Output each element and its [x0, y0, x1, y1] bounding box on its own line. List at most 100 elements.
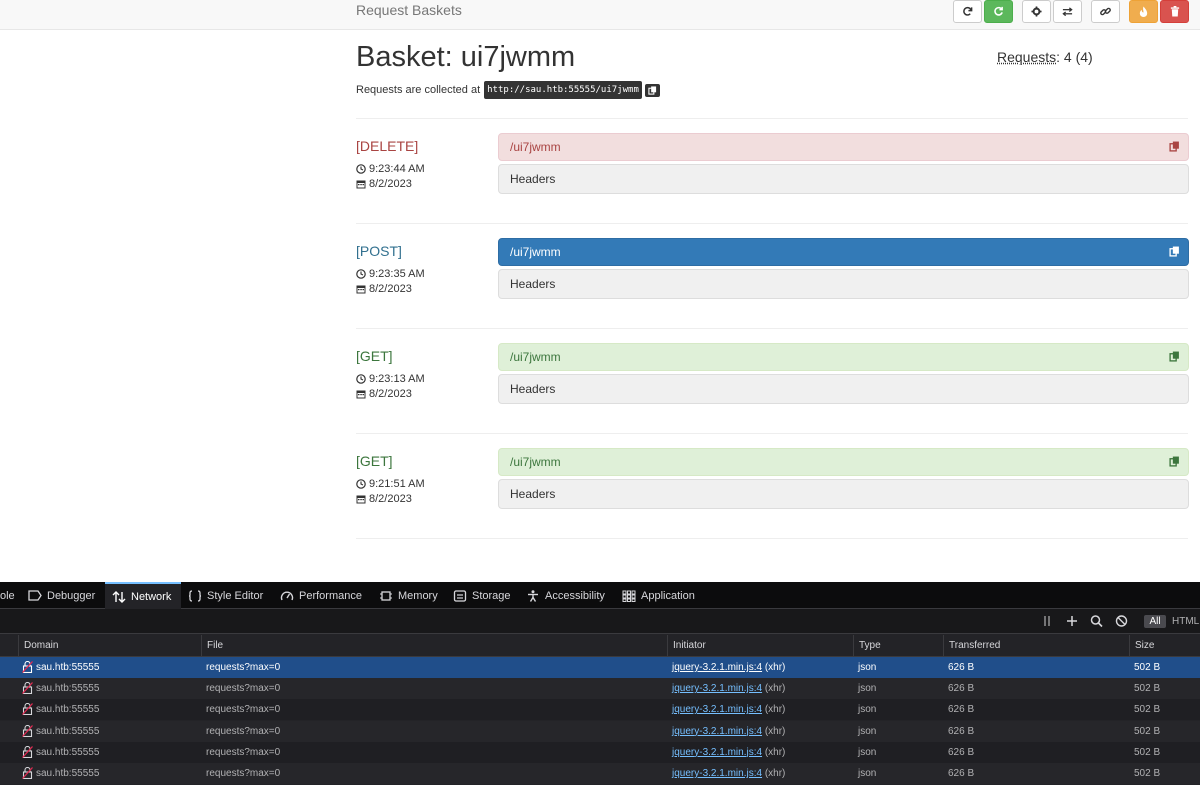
tab-memory[interactable]: Memory — [379, 582, 438, 609]
cell-domain: sau.htb:55555 — [36, 768, 100, 779]
request-path-panel[interactable]: /ui7jwmm — [498, 238, 1189, 266]
initiator-link[interactable]: jquery-3.2.1.min.js:4 — [672, 704, 763, 716]
cell-size: 502 B — [1134, 662, 1161, 673]
share-link-button[interactable] — [1091, 0, 1120, 23]
table-row[interactable]: sau.htb:55555 requests?max=0 jquery-3.2.1.… — [0, 699, 1200, 721]
insecure-lock-icon — [22, 703, 33, 716]
calendar-icon — [356, 180, 366, 189]
initiator-link[interactable]: jquery-3.2.1.min.js:4 — [672, 683, 763, 695]
cell-initiator: jquery-3.2.1.min.js:4 (xhr) — [672, 662, 786, 673]
request-path: /ui7jwmm — [510, 245, 561, 259]
cell-initiator: jquery-3.2.1.min.js:4 (xhr) — [672, 704, 786, 716]
clock-icon — [356, 479, 366, 489]
cell-file: requests?max=0 — [206, 662, 281, 673]
initiator-link[interactable]: jquery-3.2.1.min.js:4 — [672, 746, 763, 758]
cell-size: 502 B — [1134, 704, 1161, 716]
copy-icon[interactable] — [1169, 351, 1180, 362]
table-row[interactable]: sau.htb:55555 requests?max=0 jquery-3.2.1.… — [0, 763, 1200, 784]
tab-storage[interactable]: Storage — [453, 582, 511, 609]
request-method: [GET] — [356, 348, 393, 364]
cell-size: 502 B — [1134, 683, 1161, 695]
table-row[interactable]: sau.htb:55555 requests?max=0 jquery-3.2.1.… — [0, 657, 1200, 678]
copy-icon — [648, 85, 656, 95]
cell-type: json — [858, 662, 877, 673]
trash-icon — [1170, 6, 1179, 17]
request-time: 9:23:35 AM — [356, 267, 425, 281]
auto-refresh-icon — [994, 6, 1003, 16]
tab-accessibility[interactable]: Accessibility — [526, 582, 605, 609]
cell-file: requests?max=0 — [206, 725, 281, 737]
headers-panel[interactable]: Headers — [498, 269, 1189, 299]
memory-icon — [380, 590, 392, 601]
cell-domain: sau.htb:55555 — [36, 746, 100, 758]
copy-url-button[interactable] — [644, 83, 660, 97]
headers-panel[interactable]: Headers — [498, 164, 1189, 194]
cell-initiator: jquery-3.2.1.min.js:4 (xhr) — [672, 683, 786, 695]
cell-transferred: 626 B — [948, 662, 975, 673]
calendar-icon — [356, 285, 366, 294]
cell-size: 502 B — [1134, 725, 1161, 737]
delete-basket-button[interactable] — [1160, 0, 1189, 23]
collected-prefix: Requests are collected at — [356, 84, 481, 96]
copy-icon[interactable] — [1169, 456, 1180, 467]
col-file[interactable]: File — [201, 635, 667, 657]
request-path: /ui7jwmm — [510, 350, 561, 364]
table-row[interactable]: sau.htb:55555 requests?max=0 jquery-3.2.1.… — [0, 741, 1200, 763]
col-domain[interactable]: Domain — [18, 635, 201, 657]
initiator-link[interactable]: jquery-3.2.1.min.js:4 — [672, 725, 763, 737]
table-row[interactable]: sau.htb:55555 requests?max=0 jquery-3.2.1.… — [0, 678, 1200, 700]
copy-icon[interactable] — [1169, 246, 1180, 257]
filter-all-button[interactable]: All — [1144, 615, 1166, 628]
calendar-icon — [356, 495, 366, 504]
settings-button[interactable] — [1022, 0, 1051, 23]
request-path-panel[interactable]: /ui7jwmm — [498, 343, 1189, 371]
cell-type: json — [858, 746, 877, 758]
tab-style-editor[interactable]: Style Editor — [188, 582, 263, 609]
link-icon — [1100, 7, 1111, 16]
filter-html-button[interactable]: HTML — [1172, 616, 1200, 627]
table-row[interactable]: sau.htb:55555 requests?max=0 jquery-3.2.1.… — [0, 720, 1200, 742]
devtools-tabs: ole Debugger Network Style Editor Perfor… — [0, 582, 1200, 609]
col-type[interactable]: Type — [853, 635, 943, 657]
tab-network[interactable]: Network — [105, 582, 181, 609]
headers-panel[interactable]: Headers — [498, 479, 1189, 509]
tab-performance[interactable]: Performance — [280, 582, 362, 609]
initiator-link[interactable]: jquery-3.2.1.min.js:4 — [672, 662, 763, 673]
fire-icon — [1139, 6, 1148, 17]
cell-domain: sau.htb:55555 — [36, 725, 100, 737]
storage-icon — [453, 589, 467, 602]
pause-icon[interactable] — [1042, 614, 1052, 628]
requests-count: Requests: 4 (4) — [997, 49, 1093, 65]
request-path-panel[interactable]: /ui7jwmm — [498, 448, 1189, 476]
col-size[interactable]: Size — [1129, 635, 1200, 657]
tab-application[interactable]: Application — [622, 582, 695, 609]
auto-refresh-button[interactable] — [984, 0, 1013, 23]
cell-type: json — [858, 768, 877, 779]
copy-icon[interactable] — [1169, 141, 1180, 152]
col-initiator[interactable]: Initiator — [667, 635, 853, 657]
request-method: [POST] — [356, 243, 402, 259]
tab-debugger[interactable]: Debugger — [28, 582, 95, 609]
refresh-button[interactable] — [953, 0, 982, 23]
initiator-link[interactable]: jquery-3.2.1.min.js:4 — [672, 768, 763, 779]
request-path-panel[interactable]: /ui7jwmm — [498, 133, 1189, 161]
row-separator — [356, 328, 1188, 329]
block-icon[interactable] — [1115, 614, 1128, 628]
row-separator — [356, 433, 1188, 434]
clear-button[interactable] — [1129, 0, 1158, 23]
cell-type: json — [858, 725, 877, 737]
request-date: 8/2/2023 — [356, 387, 412, 401]
col-transferred[interactable]: Transferred — [943, 635, 1129, 657]
devtools-panel: ole Debugger Network Style Editor Perfor… — [0, 582, 1200, 785]
responses-button[interactable] — [1053, 0, 1082, 23]
brand-link[interactable]: Request Baskets — [356, 2, 462, 18]
navbar: Request Baskets — [0, 0, 1200, 30]
search-icon[interactable] — [1090, 614, 1103, 628]
braces-icon — [188, 589, 202, 602]
request-date: 8/2/2023 — [356, 282, 412, 296]
basket-url: http://sau.htb:55555/ui7jwmm — [484, 81, 642, 99]
cell-file: requests?max=0 — [206, 704, 281, 716]
headers-panel[interactable]: Headers — [498, 374, 1189, 404]
tab-console[interactable]: ole — [0, 589, 15, 602]
plus-icon[interactable] — [1066, 614, 1078, 628]
